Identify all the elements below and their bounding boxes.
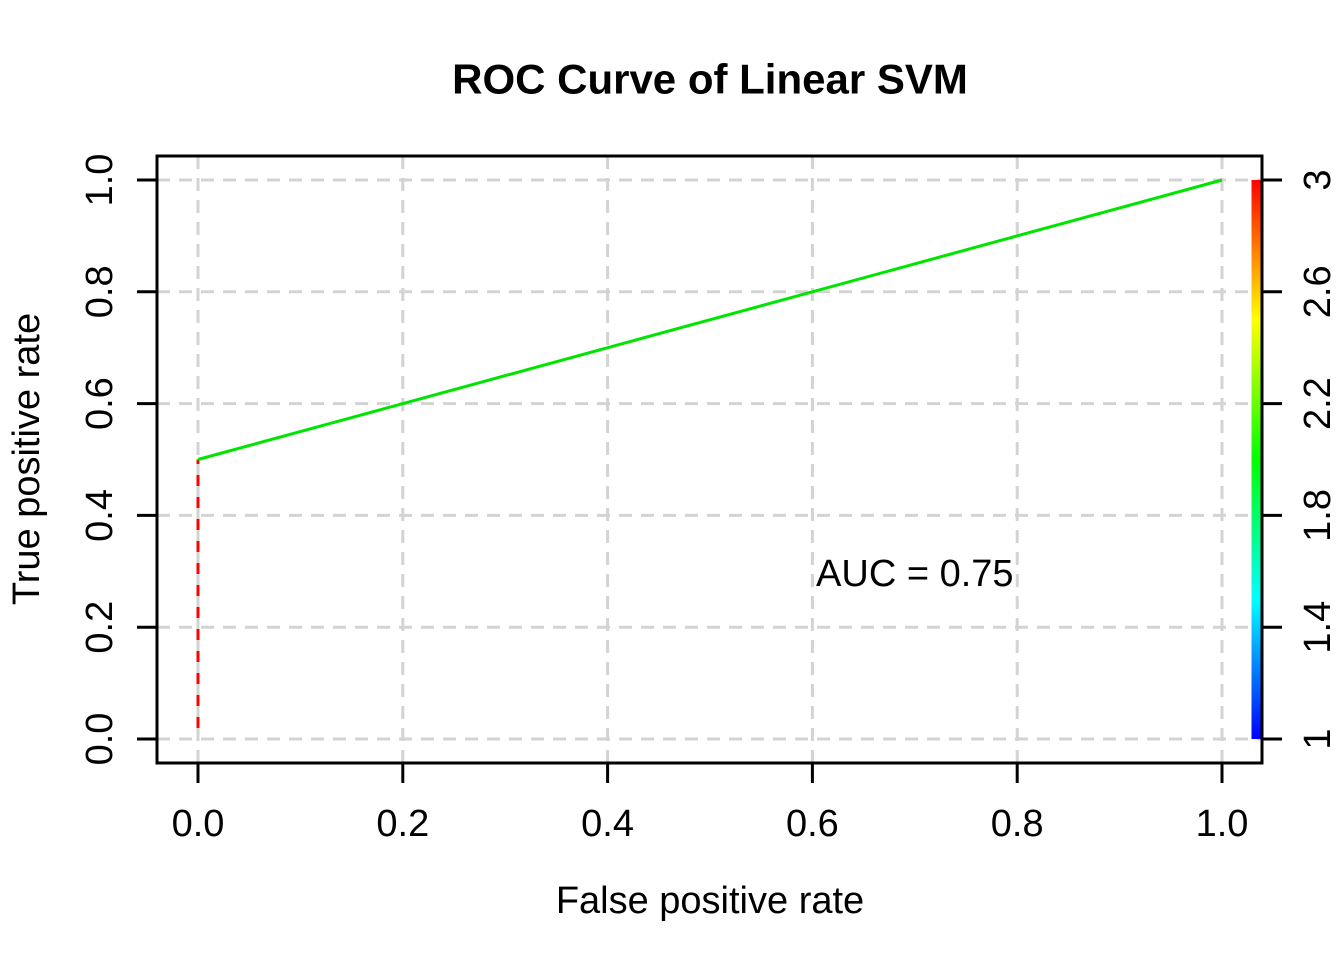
- x-tick-label: 0.8: [991, 803, 1044, 845]
- colorbar-tick-label: 2.6: [1297, 265, 1339, 318]
- colorbar-tick-label: 3: [1297, 169, 1339, 190]
- y-tick-label: 0.2: [79, 601, 121, 654]
- x-tick-label: 0.4: [581, 803, 634, 845]
- x-tick-label: 0.0: [172, 803, 225, 845]
- plot-border: [155, 154, 1264, 765]
- y-tick-label: 0.8: [79, 265, 121, 318]
- y-tick-label: 0.6: [79, 377, 121, 430]
- colorbar-gradient: [1251, 180, 1262, 739]
- y-axis-label: True positive rate: [6, 313, 48, 605]
- auc-annotation: AUC = 0.75: [816, 553, 1014, 595]
- x-axis-label: False positive rate: [556, 880, 864, 922]
- y-tick-label: 0.0: [79, 713, 121, 766]
- chart-title: ROC Curve of Linear SVM: [452, 56, 968, 103]
- colorbar-tick-label: 1.4: [1297, 601, 1339, 654]
- colorbar-tick-label: 2.2: [1297, 377, 1339, 430]
- x-tick-label: 0.6: [786, 803, 839, 845]
- y-tick-label: 1.0: [79, 154, 121, 207]
- colorbar-tick-label: 1.8: [1297, 489, 1339, 542]
- colorbar-tick-label: 1: [1297, 728, 1339, 749]
- series-layer: [196, 178, 1262, 739]
- roc-curve-diagonal-segment: [197, 178, 1223, 461]
- axes-layer: 0.0 0.2 0.4 0.6 0.8 1.0 0.0 0.2 0.4 0.6 0.8 1.0 3 2.6…: [79, 154, 1339, 845]
- x-tick-label: 0.2: [376, 803, 429, 845]
- x-tick-label: 1.0: [1196, 803, 1249, 845]
- y-tick-label: 0.4: [79, 489, 121, 542]
- grid-layer: [157, 156, 1262, 763]
